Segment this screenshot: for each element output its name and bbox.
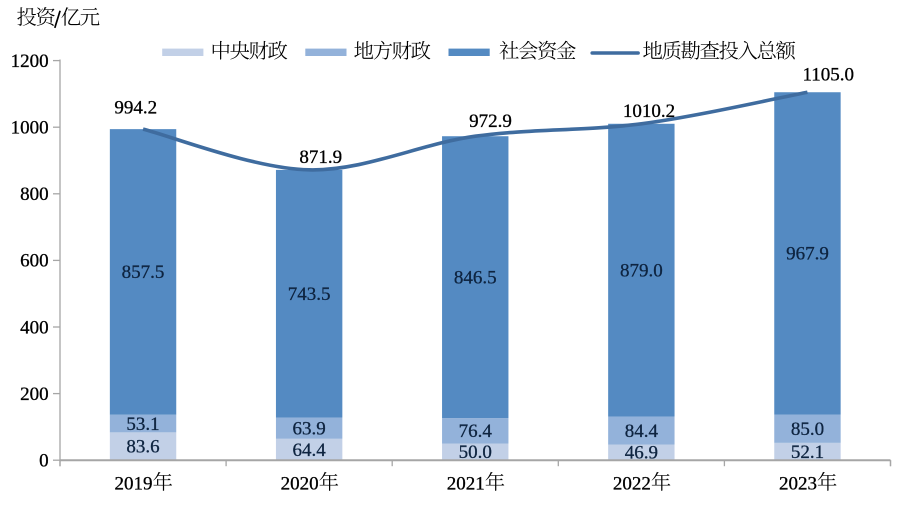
svg-text:53.1: 53.1: [126, 414, 159, 435]
svg-text:50.0: 50.0: [459, 442, 492, 463]
svg-text:1000: 1000: [11, 118, 49, 139]
svg-text:846.5: 846.5: [454, 267, 497, 288]
svg-text:600: 600: [20, 251, 49, 272]
svg-text:46.9: 46.9: [625, 443, 658, 464]
svg-text:879.0: 879.0: [620, 260, 663, 281]
svg-text:63.9: 63.9: [293, 418, 326, 439]
svg-text:400: 400: [20, 317, 49, 338]
svg-text:1010.2: 1010.2: [623, 101, 675, 122]
svg-text:64.4: 64.4: [293, 440, 327, 461]
svg-text:994.2: 994.2: [114, 98, 157, 119]
svg-text:1105.0: 1105.0: [803, 65, 855, 86]
svg-text:0: 0: [39, 451, 49, 472]
svg-text:2023: 2023: [779, 473, 817, 494]
svg-text:83.6: 83.6: [126, 437, 159, 458]
svg-text:743.5: 743.5: [288, 284, 331, 305]
svg-text:857.5: 857.5: [122, 262, 165, 283]
svg-text:85.0: 85.0: [791, 419, 824, 440]
svg-text:2022: 2022: [613, 473, 651, 494]
svg-text:2019: 2019: [115, 473, 153, 494]
svg-text:84.4: 84.4: [625, 421, 659, 442]
svg-text:1200: 1200: [11, 51, 49, 72]
svg-text:800: 800: [20, 184, 49, 205]
svg-text:871.9: 871.9: [299, 147, 342, 168]
svg-text:972.9: 972.9: [469, 111, 512, 132]
svg-text:967.9: 967.9: [786, 244, 829, 265]
svg-text:52.1: 52.1: [791, 442, 824, 463]
svg-text:76.4: 76.4: [459, 421, 493, 442]
svg-text:2020: 2020: [281, 473, 319, 494]
svg-text:2021: 2021: [447, 473, 485, 494]
svg-text:200: 200: [20, 384, 49, 405]
